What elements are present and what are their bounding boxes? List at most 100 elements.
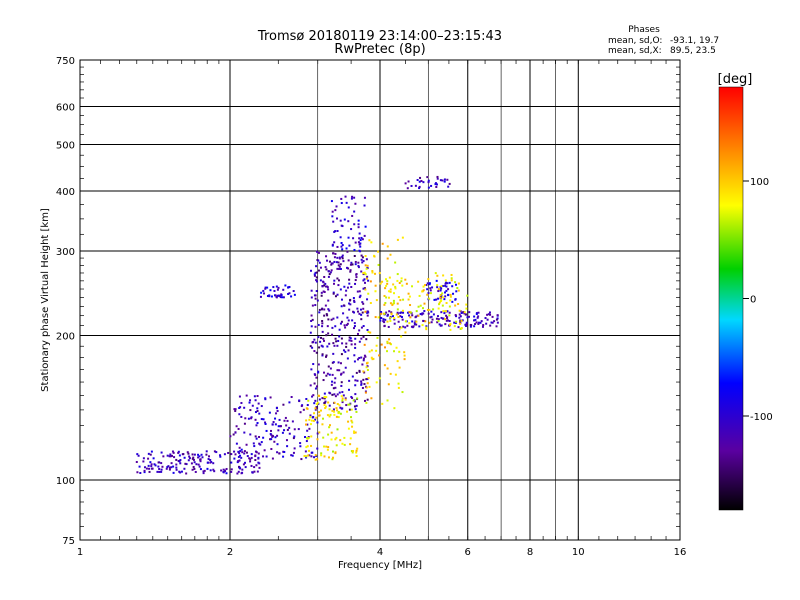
data-point xyxy=(321,322,324,325)
data-point xyxy=(258,466,261,469)
stats-o-values: -93.1, 19.7 xyxy=(670,36,719,46)
data-point xyxy=(336,316,339,319)
data-point xyxy=(256,409,259,412)
data-point xyxy=(369,280,372,283)
data-point xyxy=(330,263,333,266)
data-point xyxy=(149,461,152,464)
data-point xyxy=(380,343,383,346)
data-point xyxy=(327,270,330,273)
data-point xyxy=(454,281,457,284)
data-point xyxy=(444,318,447,321)
data-point xyxy=(309,414,312,417)
data-point xyxy=(274,436,277,439)
data-point xyxy=(425,326,428,329)
data-point xyxy=(173,456,176,459)
data-point xyxy=(283,429,286,432)
data-point xyxy=(340,298,343,301)
data-point xyxy=(325,313,328,316)
data-point xyxy=(334,452,337,455)
data-point xyxy=(286,445,289,448)
data-point xyxy=(424,284,427,287)
data-point xyxy=(323,371,326,374)
data-point xyxy=(307,437,310,440)
data-point xyxy=(386,350,389,353)
data-point xyxy=(325,334,328,337)
data-point xyxy=(370,397,373,400)
data-point xyxy=(188,455,191,458)
data-point xyxy=(330,431,333,434)
data-point xyxy=(315,279,318,282)
data-point xyxy=(260,418,263,421)
data-point xyxy=(327,308,330,311)
data-point xyxy=(424,320,427,323)
data-point xyxy=(347,206,350,209)
data-point xyxy=(496,314,499,317)
data-point xyxy=(448,305,451,308)
data-point xyxy=(392,302,395,305)
data-point xyxy=(318,414,321,417)
data-point xyxy=(356,290,359,293)
data-point xyxy=(356,447,359,450)
data-point xyxy=(347,427,350,430)
data-point xyxy=(158,468,161,471)
data-point xyxy=(230,470,233,473)
data-point xyxy=(418,185,421,188)
data-point xyxy=(254,455,257,458)
data-point xyxy=(376,336,379,339)
data-point xyxy=(349,303,352,306)
data-point xyxy=(444,279,447,282)
data-point xyxy=(360,356,363,359)
data-point xyxy=(338,411,341,414)
data-point xyxy=(346,250,349,253)
data-point xyxy=(320,291,323,294)
data-point xyxy=(454,298,457,301)
data-point xyxy=(385,296,388,299)
data-point xyxy=(343,436,346,439)
data-point xyxy=(333,410,336,413)
data-point xyxy=(147,452,150,455)
data-point xyxy=(413,322,416,325)
data-point xyxy=(327,456,330,459)
data-point xyxy=(428,297,431,300)
data-point xyxy=(323,314,326,317)
data-point xyxy=(284,416,287,419)
data-point xyxy=(265,455,268,458)
data-point xyxy=(208,455,211,458)
data-point xyxy=(446,282,449,285)
data-point xyxy=(337,279,340,282)
data-point xyxy=(477,322,480,325)
data-point xyxy=(429,287,432,290)
data-point xyxy=(241,471,244,474)
data-point xyxy=(328,309,331,312)
data-point xyxy=(365,378,368,381)
data-point xyxy=(239,406,242,409)
data-point xyxy=(199,460,202,463)
x-tick-label: 1 xyxy=(77,547,83,558)
data-point xyxy=(365,401,368,404)
data-point xyxy=(323,401,326,404)
data-point xyxy=(405,282,408,285)
data-point xyxy=(408,314,411,317)
data-point xyxy=(381,280,384,283)
data-point xyxy=(293,293,296,296)
data-point xyxy=(336,217,339,220)
data-point xyxy=(243,431,246,434)
data-point xyxy=(345,324,348,327)
data-point xyxy=(192,465,195,468)
data-point xyxy=(143,471,146,474)
data-point xyxy=(310,289,313,292)
data-point xyxy=(312,363,315,366)
tick-labels: 1 2 4 6 8 10 16 75 100 200 300 400 500 600 750 xyxy=(56,56,686,558)
data-point xyxy=(374,290,377,293)
data-point xyxy=(338,265,341,268)
data-point xyxy=(324,304,327,307)
data-point xyxy=(486,318,489,321)
data-point xyxy=(256,470,259,473)
data-point xyxy=(442,274,445,277)
data-point xyxy=(446,316,449,319)
data-point xyxy=(194,470,197,473)
data-point xyxy=(332,252,335,255)
data-point xyxy=(418,294,421,297)
data-point xyxy=(349,298,352,301)
data-point xyxy=(336,245,339,248)
